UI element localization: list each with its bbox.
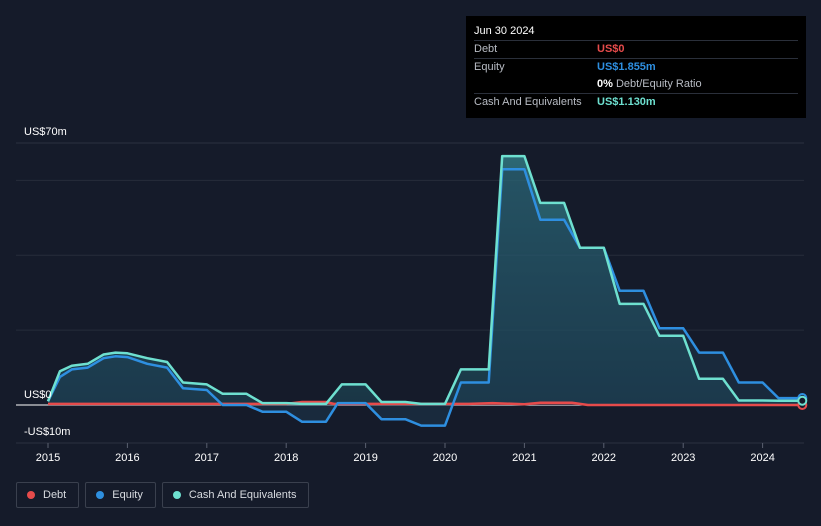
cash-area [48,156,803,405]
x-tick-label: 2023 [671,452,695,464]
y-axis-labels: US$70m US$0 -US$10m [24,126,70,438]
tooltip-ratio-spacer [474,76,597,93]
x-tick-label: 2020 [433,452,457,464]
cash-end-marker [797,395,808,406]
x-tick-label: 2015 [36,452,60,464]
tooltip-row-cash: Cash And Equivalents US$1.130m [474,93,798,111]
debt-dot-icon [27,491,35,499]
debt-line [48,400,803,407]
tooltip-ratio-value: 0% [597,78,613,90]
cash-dot-icon [172,491,181,499]
data-tooltip: Jun 30 2024 Debt US$0 Equity US$1.855m 0… [466,16,806,118]
chart-legend: Debt Equity Cash And Equivalents [16,482,310,508]
x-axis: 2015 2016 2017 2018 2019 2020 2021 2022 2023 2024 [36,443,775,464]
y-label-bottom: -US$10m [24,426,70,438]
tooltip-equity-label: Equity [474,61,505,73]
legend-item-cash[interactable]: Cash And Equivalents [161,482,310,508]
equity-line [46,167,803,427]
tooltip-row-equity: Equity US$1.855m [474,58,798,76]
tooltip-cash-value: US$1.130m [597,96,656,108]
tooltip-equity-value: US$1.855m [597,61,656,73]
tooltip-ratio-label: Debt/Equity Ratio [615,78,702,90]
tooltip-debt-value: US$0 [597,43,625,55]
cash-line [46,154,803,406]
equity-area [48,169,803,426]
end-markers [797,393,808,410]
x-tick-label: 2018 [274,452,298,464]
y-label-top: US$70m [24,126,67,138]
legend-equity-label: Equity [112,489,143,501]
tooltip-date: Jun 30 2024 [474,25,535,37]
x-tick-label: 2019 [353,452,377,464]
x-tick-label: 2017 [195,452,219,464]
y-label-zero: US$0 [24,389,52,401]
tooltip-debt-label: Debt [474,43,498,55]
x-tick-label: 2024 [750,452,774,464]
tooltip-ratio: 0% Debt/Equity Ratio [597,76,702,93]
legend-cash-label: Cash And Equivalents [188,489,297,501]
x-tick-label: 2016 [115,452,139,464]
legend-debt-label: Debt [43,489,67,501]
legend-item-equity[interactable]: Equity [85,482,156,508]
tooltip-row-debt: Debt US$0 [474,40,798,58]
legend-item-debt[interactable]: Debt [16,482,80,508]
x-tick-label: 2022 [592,452,616,464]
equity-dot-icon [96,491,105,499]
tooltip-cash-label: Cash And Equivalents [474,96,582,108]
chart-lines [46,154,803,427]
chart-areas [48,156,803,426]
x-tick-label: 2021 [512,452,536,464]
tooltip-row-ratio: 0% Debt/Equity Ratio [474,76,798,93]
